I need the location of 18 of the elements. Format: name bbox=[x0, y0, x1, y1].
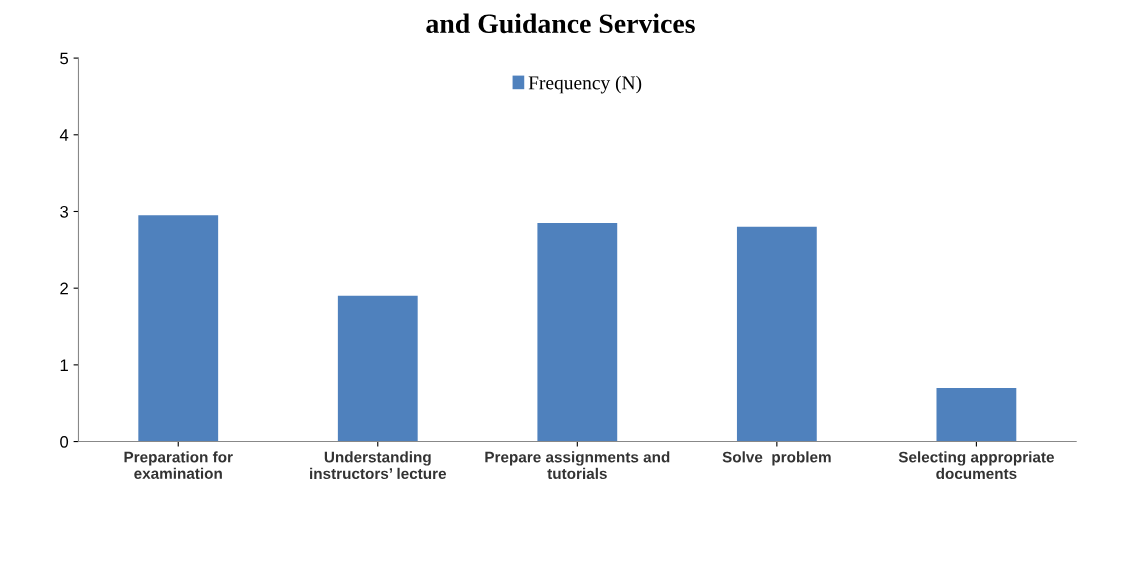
x-tick-label: Understanding instructors’ lecture bbox=[310, 451, 447, 480]
y-tick-label: 4 bbox=[59, 129, 69, 141]
y-tick-label: 2 bbox=[60, 282, 68, 295]
bar bbox=[537, 222, 618, 442]
y-tick-label: 3 bbox=[60, 205, 69, 218]
y-tick-label: 5 bbox=[60, 52, 69, 65]
bar bbox=[736, 226, 817, 442]
bar bbox=[337, 295, 418, 442]
y-tick-label: 0 bbox=[60, 435, 69, 448]
x-tick-label: Prepare assignments and tutorials bbox=[485, 451, 670, 480]
x-tick-label: Solve problem bbox=[722, 451, 831, 466]
bar bbox=[936, 387, 1017, 442]
legend-label: Frequency (N) bbox=[528, 75, 642, 94]
chart-title: and Guidance Services bbox=[426, 13, 695, 34]
x-tick-label: Preparation for examination bbox=[124, 451, 233, 479]
bar bbox=[138, 215, 219, 442]
y-tick-label: 1 bbox=[60, 359, 68, 371]
x-tick-label: Selecting appropriate documents bbox=[898, 451, 1054, 480]
